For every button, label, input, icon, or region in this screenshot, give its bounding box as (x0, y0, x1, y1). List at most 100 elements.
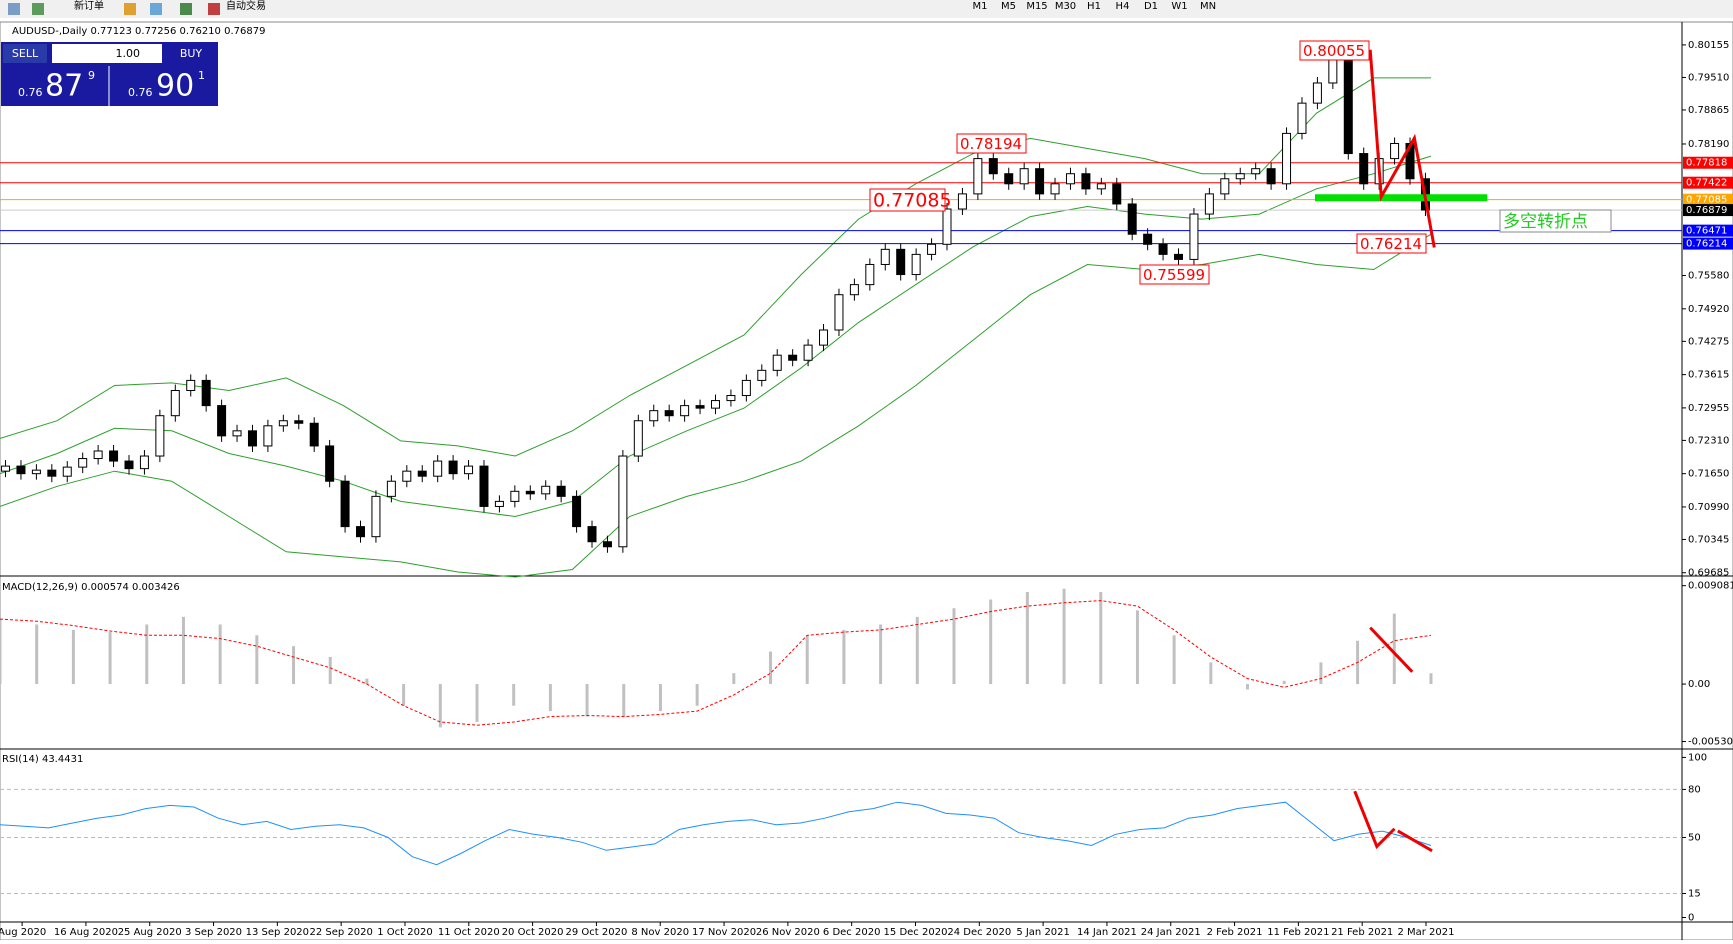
x-tick-label: 5 Jan 2021 (1016, 927, 1070, 938)
candle (93, 450, 103, 460)
candle (1204, 193, 1214, 215)
candle (525, 490, 535, 495)
price-level-label: 0.76879 (1686, 205, 1727, 216)
annotation-box (1139, 264, 1210, 285)
new-order-icon[interactable] (32, 3, 44, 15)
y-tick-label: 0.73615 (1688, 370, 1729, 381)
timeframe-button[interactable]: W1 (1171, 1, 1187, 12)
candle (911, 253, 921, 276)
trend-arrow (1368, 49, 1436, 248)
candle (155, 415, 165, 457)
x-tick-label: 17 Nov 2020 (692, 927, 756, 938)
candle (1297, 102, 1307, 134)
candle (109, 450, 119, 462)
lot-input[interactable] (52, 44, 162, 63)
timeframe-button[interactable]: H4 (1116, 1, 1130, 12)
new-order-button[interactable]: 新订单 (74, 0, 104, 12)
x-tick-label: 2 Feb 2021 (1207, 927, 1263, 938)
y-tick-label: 0.78190 (1688, 139, 1729, 150)
x-tick-label: 21 Feb 2021 (1331, 927, 1393, 938)
y-tick-label: 0.79510 (1688, 72, 1729, 83)
candle (1143, 233, 1153, 245)
x-tick-label: 26 Nov 2020 (756, 927, 820, 938)
candle (880, 248, 890, 265)
candle (263, 425, 273, 447)
annotation: 0.80055 (1303, 42, 1365, 60)
candle (494, 500, 504, 507)
candle (170, 389, 180, 417)
sell-button[interactable] (3, 44, 47, 63)
x-tick-label: 15 Dec 2020 (884, 927, 948, 938)
y-tick-label: 0.74275 (1688, 336, 1729, 347)
timeframe-button[interactable]: M30 (1055, 1, 1076, 12)
candle (186, 379, 196, 391)
candle (1112, 183, 1122, 205)
annotation: 0.75599 (1143, 266, 1205, 284)
x-tick-label: 1 Oct 2020 (377, 927, 432, 938)
tool-icon[interactable] (8, 3, 20, 15)
y-tick-label: 0.70990 (1688, 502, 1729, 513)
tool-icon[interactable] (180, 3, 192, 15)
macd-title: MACD(12,26,9) 0.000574 0.003426 (2, 582, 180, 593)
candle (1328, 57, 1338, 84)
candle (448, 460, 458, 475)
price-level-box (1683, 204, 1733, 217)
auto-trade-icon[interactable] (208, 3, 220, 15)
candle (78, 458, 88, 468)
candle (834, 294, 844, 331)
candle (124, 460, 134, 470)
candle (309, 422, 319, 447)
x-tick-label: 2 Mar 2021 (1397, 927, 1454, 938)
candle (572, 495, 582, 528)
chart-frame (0, 21, 1733, 941)
candle (556, 485, 566, 497)
timeframe-button[interactable]: M5 (1001, 1, 1016, 12)
candle (741, 379, 751, 397)
y-tick-label: 0.009081 (1688, 581, 1733, 592)
x-tick-label: 13 Sep 2020 (246, 927, 309, 938)
sell-big: 87 (45, 69, 83, 104)
candle (1081, 173, 1091, 190)
annotation: 0.76214 (1360, 235, 1422, 253)
candle (1035, 168, 1045, 195)
y-tick-label: 0.69685 (1688, 568, 1729, 579)
x-tick-label: 29 Oct 2020 (566, 927, 628, 938)
trend-arrow (1369, 626, 1414, 673)
candle (139, 455, 149, 470)
rsi-line (0, 801, 1432, 866)
timeframe-button[interactable]: MN (1200, 1, 1216, 12)
y-tick-label: 0 (1688, 913, 1694, 924)
candle (386, 480, 396, 497)
lot-value: 1.00 (116, 47, 141, 60)
candle (927, 243, 937, 255)
buy-label[interactable]: BUY (180, 47, 203, 60)
candle (1235, 173, 1245, 180)
tool-icon[interactable] (150, 3, 162, 15)
timeframe-button[interactable]: H1 (1087, 1, 1101, 12)
candle (16, 465, 26, 475)
tool-icon[interactable] (124, 3, 136, 15)
price-level-label: 0.76471 (1686, 226, 1727, 237)
candle (618, 455, 628, 548)
x-tick-label: 20 Oct 2020 (502, 927, 564, 938)
x-tick-label: 3 Sep 2020 (185, 927, 242, 938)
auto-trade-button[interactable]: 自动交易 (226, 0, 266, 12)
candle (587, 526, 597, 543)
candle (541, 485, 551, 495)
annotation-box (1499, 209, 1612, 233)
annotation-box (956, 133, 1027, 154)
timeframe-button[interactable]: D1 (1144, 1, 1158, 12)
timeframe-button[interactable]: M1 (973, 1, 988, 12)
y-tick-label: 0.75580 (1688, 271, 1729, 282)
candle (1096, 183, 1106, 190)
candle (433, 460, 443, 477)
y-tick-label: 0.78865 (1688, 105, 1729, 116)
candle (217, 405, 227, 437)
y-tick-label: 0.74920 (1688, 304, 1729, 315)
timeframe-button[interactable]: M15 (1026, 1, 1047, 12)
candle (340, 480, 350, 528)
candle (1050, 183, 1060, 195)
candle (31, 469, 41, 475)
